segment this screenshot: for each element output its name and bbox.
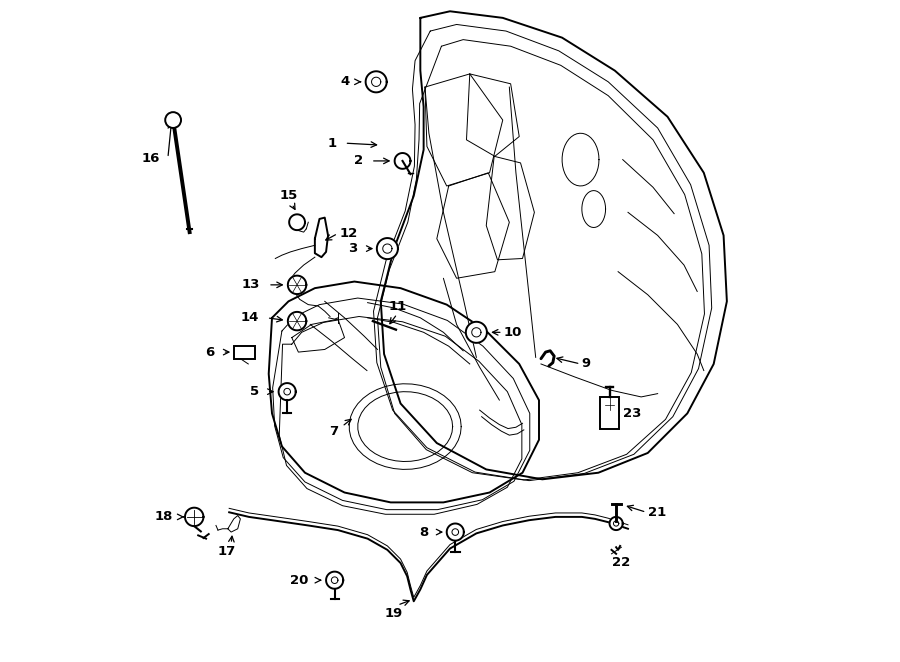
Polygon shape <box>288 312 306 330</box>
Text: 4: 4 <box>340 75 350 88</box>
Polygon shape <box>446 524 464 541</box>
Polygon shape <box>466 322 487 343</box>
Bar <box>600 397 619 428</box>
Text: 21: 21 <box>648 506 666 519</box>
Text: 22: 22 <box>612 557 631 569</box>
Text: 8: 8 <box>419 526 429 539</box>
Text: 5: 5 <box>249 385 259 398</box>
Text: 10: 10 <box>504 326 522 339</box>
Polygon shape <box>326 571 343 589</box>
Polygon shape <box>365 71 387 93</box>
Text: 1: 1 <box>328 136 337 150</box>
Polygon shape <box>289 214 305 230</box>
Bar <box>234 346 255 359</box>
Text: 2: 2 <box>354 154 363 167</box>
Text: 20: 20 <box>290 574 309 587</box>
Polygon shape <box>377 238 398 259</box>
Text: 17: 17 <box>218 545 237 558</box>
Text: 19: 19 <box>385 606 403 620</box>
Polygon shape <box>394 153 410 169</box>
Text: 23: 23 <box>623 407 641 420</box>
Text: 7: 7 <box>328 425 338 438</box>
Polygon shape <box>609 517 623 530</box>
Circle shape <box>166 112 181 128</box>
Text: 13: 13 <box>242 278 260 291</box>
Text: 3: 3 <box>348 242 357 255</box>
Text: 14: 14 <box>240 311 259 324</box>
Polygon shape <box>279 383 296 401</box>
Text: 12: 12 <box>339 227 357 240</box>
Polygon shape <box>288 275 306 294</box>
Text: 16: 16 <box>141 152 160 165</box>
Text: 11: 11 <box>388 299 407 312</box>
Text: 6: 6 <box>205 346 215 359</box>
Text: 15: 15 <box>279 189 298 203</box>
Text: 9: 9 <box>581 357 591 371</box>
Text: 18: 18 <box>155 510 173 524</box>
Polygon shape <box>185 508 203 526</box>
